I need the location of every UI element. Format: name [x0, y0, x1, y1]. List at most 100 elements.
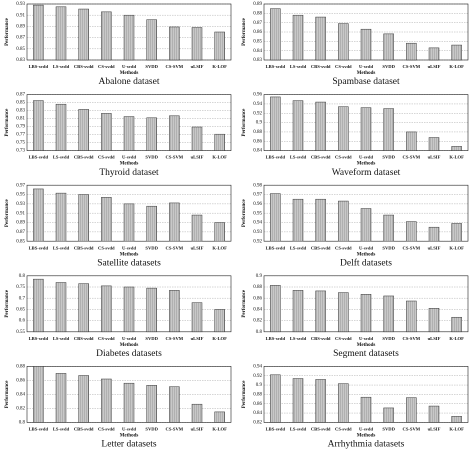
- x-tick-label: LBS-svdd: [29, 155, 49, 160]
- bar: [270, 285, 281, 333]
- bar: [406, 221, 417, 242]
- x-tick-label: CS-SVM: [166, 426, 184, 431]
- bar: [214, 309, 225, 333]
- x-tick-label: U-svdd: [122, 336, 136, 341]
- x-tick-label: CS-svdd: [98, 336, 115, 341]
- bar: [55, 373, 67, 423]
- x-tick-label: CBS-svdd: [74, 245, 94, 250]
- y-tick-label: 0.86: [253, 296, 262, 301]
- y-axis-label: Performance: [242, 380, 247, 409]
- y-tick-label: 0.84: [253, 411, 262, 416]
- y-tick-label: 0.92: [253, 111, 262, 116]
- y-tick-label: 0.92: [253, 239, 262, 244]
- bar: [315, 101, 326, 151]
- x-tick-label: CS-svdd: [98, 426, 115, 431]
- y-tick-label: 0.73: [16, 149, 25, 154]
- chart-caption: Segment datasets: [333, 349, 399, 359]
- x-tick-label: K-LOF: [212, 245, 227, 250]
- x-axis-label: Methods: [120, 71, 139, 76]
- y-tick-label: 0.87: [16, 36, 25, 41]
- x-tick-label: CS-svdd: [98, 245, 115, 250]
- bar: [146, 385, 157, 423]
- bar: [270, 8, 281, 61]
- y-tick-label: 0.9: [256, 121, 263, 126]
- chart-caption: Satellite datasets: [97, 258, 161, 268]
- chart-panel: 0.83 0.84 0.85 0.86 0.87 0.88 0.89 Performance L…: [242, 2, 469, 87]
- y-tick-label: 0.86: [253, 139, 262, 144]
- y-tick-label: 0.96: [253, 93, 262, 98]
- bar: [360, 208, 372, 242]
- bar: [270, 96, 281, 151]
- bar: [406, 131, 417, 151]
- bar: [406, 300, 417, 333]
- x-tick-label: K-LOF: [212, 336, 227, 341]
- x-tick-label: SVDD: [145, 426, 158, 431]
- x-tick-label: CS-SVM: [166, 64, 184, 69]
- x-tick-label: SVDD: [382, 245, 395, 250]
- x-axis-label: Methods: [120, 252, 139, 257]
- bar: [191, 27, 203, 61]
- x-tick-label: K-LOF: [212, 64, 227, 69]
- x-tick-label: U-svdd: [359, 245, 373, 250]
- bar: [191, 302, 203, 333]
- bar: [55, 282, 67, 333]
- bar: [78, 8, 89, 61]
- y-tick-label: 0.84: [253, 49, 262, 54]
- x-tick-label: LS-svdd: [53, 426, 70, 431]
- x-tick-label: SVDD: [145, 245, 158, 250]
- x-tick-label: CS-SVM: [403, 336, 421, 341]
- x-tick-label: LBS-svdd: [29, 64, 49, 69]
- bar: [338, 200, 349, 242]
- x-tick-label: LS-svdd: [290, 155, 307, 160]
- y-tick-label: 0.75: [16, 285, 25, 290]
- x-tick-label: U-svdd: [122, 64, 136, 69]
- bar: [406, 397, 417, 423]
- y-tick-label: 0.92: [253, 374, 262, 379]
- x-tick-label: U-svdd: [359, 426, 373, 431]
- y-tick-label: 0.94: [253, 102, 262, 107]
- y-tick-label: 0.88: [253, 393, 262, 398]
- y-tick-label: 0.87: [16, 93, 25, 98]
- bar: [55, 192, 67, 242]
- x-tick-label: K-LOF: [449, 64, 464, 69]
- y-tick-label: 0.95: [253, 211, 262, 216]
- x-tick-label: CBS-svdd: [311, 336, 331, 341]
- y-tick-label: 0.8: [19, 274, 26, 279]
- x-tick-label: SVDD: [382, 336, 395, 341]
- y-tick-label: 0.91: [16, 13, 25, 18]
- x-tick-label: SVDD: [382, 155, 395, 160]
- x-tick-label: K-LOF: [449, 155, 464, 160]
- bar: [383, 214, 394, 242]
- bar: [315, 16, 326, 61]
- x-tick-label: uLSIF: [428, 336, 441, 341]
- y-tick-label: 0.91: [16, 211, 25, 216]
- x-tick-label: K-LOF: [212, 155, 227, 160]
- y-tick-label: 0.84: [16, 393, 25, 398]
- x-tick-label: uLSIF: [428, 64, 441, 69]
- bar: [101, 285, 112, 333]
- chart-panel: 0.8 0.82 0.84 0.86 0.88 Performance LBS-svdd LS…: [5, 365, 232, 450]
- bar: [169, 290, 180, 333]
- bar: [360, 294, 372, 333]
- y-tick-label: 0.86: [253, 402, 262, 407]
- bar: [338, 383, 349, 423]
- x-tick-label: CS-svdd: [335, 155, 352, 160]
- bar: [101, 197, 112, 242]
- bar: [360, 107, 372, 151]
- bar: [292, 290, 304, 333]
- x-tick-label: CS-SVM: [403, 64, 421, 69]
- x-tick-label: uLSIF: [191, 336, 204, 341]
- x-tick-label: LBS-svdd: [29, 245, 49, 250]
- x-tick-label: LBS-svdd: [266, 426, 286, 431]
- bar: [191, 214, 203, 242]
- x-axis-label: Methods: [357, 434, 376, 439]
- y-tick-label: 0.85: [16, 239, 25, 244]
- bar: [270, 374, 281, 423]
- bar: [428, 226, 440, 242]
- x-tick-label: uLSIF: [191, 426, 204, 431]
- x-tick-label: U-svdd: [122, 426, 136, 431]
- x-tick-label: CBS-svdd: [74, 426, 94, 431]
- bar: [33, 278, 44, 333]
- x-tick-label: CS-svdd: [335, 336, 352, 341]
